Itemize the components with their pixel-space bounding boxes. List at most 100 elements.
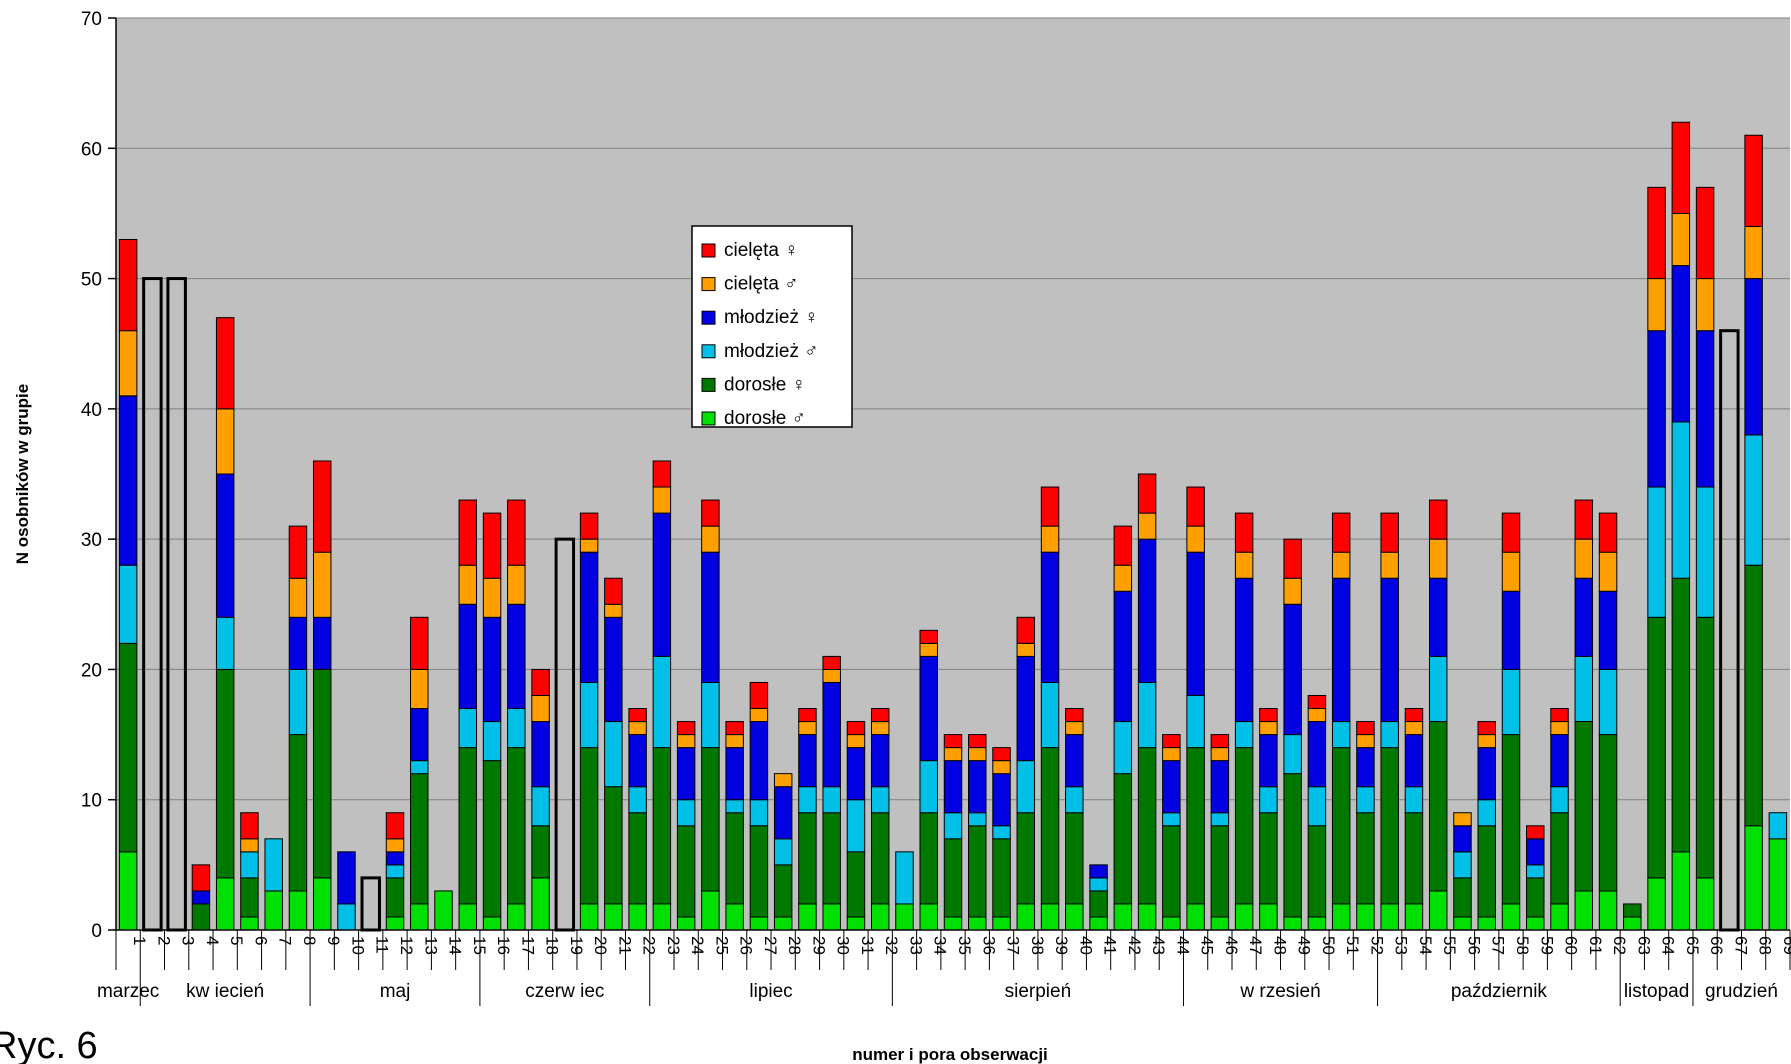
bar-segment bbox=[1356, 721, 1375, 736]
bar-segment bbox=[1259, 734, 1278, 788]
bar-segment bbox=[822, 786, 841, 814]
x-tick-label: 63 bbox=[1634, 936, 1653, 955]
bar-segment bbox=[458, 499, 478, 566]
x-tick-label: 41 bbox=[1101, 936, 1120, 955]
bar-segment bbox=[1428, 499, 1448, 540]
x-tick-label: 30 bbox=[834, 936, 853, 955]
month-label: maj bbox=[380, 981, 411, 1002]
bar-segment bbox=[1307, 786, 1327, 827]
bar-segment bbox=[337, 903, 356, 931]
bar-segment bbox=[507, 708, 526, 749]
bar-segment bbox=[1162, 760, 1181, 814]
bar-segment bbox=[288, 734, 308, 892]
bar-segment bbox=[701, 525, 720, 553]
bar-segment bbox=[822, 812, 841, 905]
bar-segment bbox=[1162, 916, 1181, 931]
figure-label: Ryc. 6 bbox=[0, 1025, 98, 1064]
bar-segment bbox=[458, 603, 478, 710]
bar-segment bbox=[1210, 825, 1230, 918]
bar-segment bbox=[215, 668, 235, 879]
bar-segment bbox=[919, 760, 938, 814]
bar-segment bbox=[482, 721, 502, 762]
bar-segment bbox=[1453, 916, 1472, 931]
bar-segment bbox=[822, 681, 841, 788]
x-tick-label: 66 bbox=[1707, 936, 1726, 955]
bar-segment bbox=[1550, 903, 1569, 931]
bar-segment bbox=[215, 317, 235, 410]
legend-label: młodzież ♀ bbox=[724, 307, 819, 328]
bar-segment bbox=[749, 825, 769, 918]
bar-segment bbox=[1598, 590, 1618, 670]
axes bbox=[108, 17, 1791, 970]
bar-segment bbox=[118, 238, 138, 332]
y-axis-title: N osobników w grupie bbox=[13, 384, 32, 564]
bar-segment bbox=[191, 903, 211, 931]
bar-segment bbox=[1428, 538, 1448, 579]
bar-segment bbox=[1307, 708, 1327, 723]
bar-segment bbox=[1259, 903, 1278, 931]
bar-segment bbox=[1234, 721, 1254, 749]
bar-segment bbox=[240, 812, 259, 840]
bar-segment bbox=[604, 577, 623, 605]
bar-segment bbox=[1671, 577, 1691, 853]
bar-segment bbox=[1380, 512, 1399, 553]
bar-segment bbox=[798, 903, 817, 931]
month-label: kw iecień bbox=[186, 981, 264, 1002]
y-tick-label: 40 bbox=[81, 400, 102, 421]
bar-segment bbox=[1113, 525, 1133, 566]
x-category-labels: 1 2 3 4 5 6 7 8 9 10 11 12 13 14 15 16 17 18 19 20 21 22 23 24 2… bbox=[130, 936, 1791, 955]
bar-segment bbox=[725, 799, 744, 814]
bar-segment bbox=[870, 708, 890, 723]
bar-segment bbox=[1477, 825, 1496, 918]
bar-segment bbox=[1671, 212, 1691, 267]
bar-segment bbox=[1356, 747, 1375, 788]
legend-label: cielęta ♀ bbox=[724, 240, 798, 261]
bar-segment bbox=[725, 734, 744, 749]
bar-segment bbox=[1016, 655, 1036, 762]
bar-segment bbox=[118, 564, 138, 644]
bar-segment bbox=[385, 838, 405, 853]
bar-segment bbox=[118, 642, 138, 853]
bar-segment bbox=[1234, 551, 1254, 579]
bar-segment bbox=[1477, 721, 1496, 736]
bar-segment bbox=[1380, 747, 1399, 905]
y-tick-label: 50 bbox=[81, 270, 102, 291]
bar-segment bbox=[773, 838, 793, 866]
bar-segment bbox=[1089, 864, 1108, 879]
x-tick-label: 33 bbox=[906, 936, 925, 955]
bar-segment bbox=[1283, 538, 1302, 579]
x-tick-label: 27 bbox=[761, 936, 780, 955]
bar-segment bbox=[118, 330, 138, 397]
bar-segment bbox=[482, 616, 502, 723]
legend-label: cielęta ♂ bbox=[724, 274, 798, 295]
bar-segment bbox=[1550, 721, 1569, 736]
bar-segment bbox=[725, 812, 744, 905]
bar-segment bbox=[846, 851, 866, 918]
x-tick-label: 49 bbox=[1295, 936, 1314, 955]
legend-swatch bbox=[701, 377, 716, 392]
bar-segment bbox=[968, 747, 987, 762]
bar-segment bbox=[1331, 721, 1351, 749]
bar-segment bbox=[1065, 721, 1084, 736]
bar-segment bbox=[579, 538, 599, 553]
bar-segment bbox=[337, 851, 356, 905]
bar-segment bbox=[531, 786, 550, 827]
bar-segment bbox=[725, 903, 744, 931]
bar-segment bbox=[604, 616, 623, 723]
x-tick-label: 29 bbox=[809, 936, 828, 955]
y-tick-label: 0 bbox=[91, 921, 102, 942]
bar-segment bbox=[1162, 747, 1181, 762]
bar-segment bbox=[1016, 616, 1036, 644]
x-tick-label: 11 bbox=[373, 936, 392, 954]
bar-segment bbox=[1259, 721, 1278, 736]
month-label: lipiec bbox=[749, 981, 792, 1002]
legend-label: dorosłe ♀ bbox=[724, 374, 806, 395]
bar-segment bbox=[652, 747, 672, 905]
bar-segment bbox=[749, 721, 769, 801]
bar-segment bbox=[1404, 812, 1424, 905]
bar-segment bbox=[1283, 773, 1302, 918]
bar-segment bbox=[1453, 877, 1472, 918]
bar-segment bbox=[1210, 812, 1230, 827]
bar-segment bbox=[1307, 825, 1327, 918]
